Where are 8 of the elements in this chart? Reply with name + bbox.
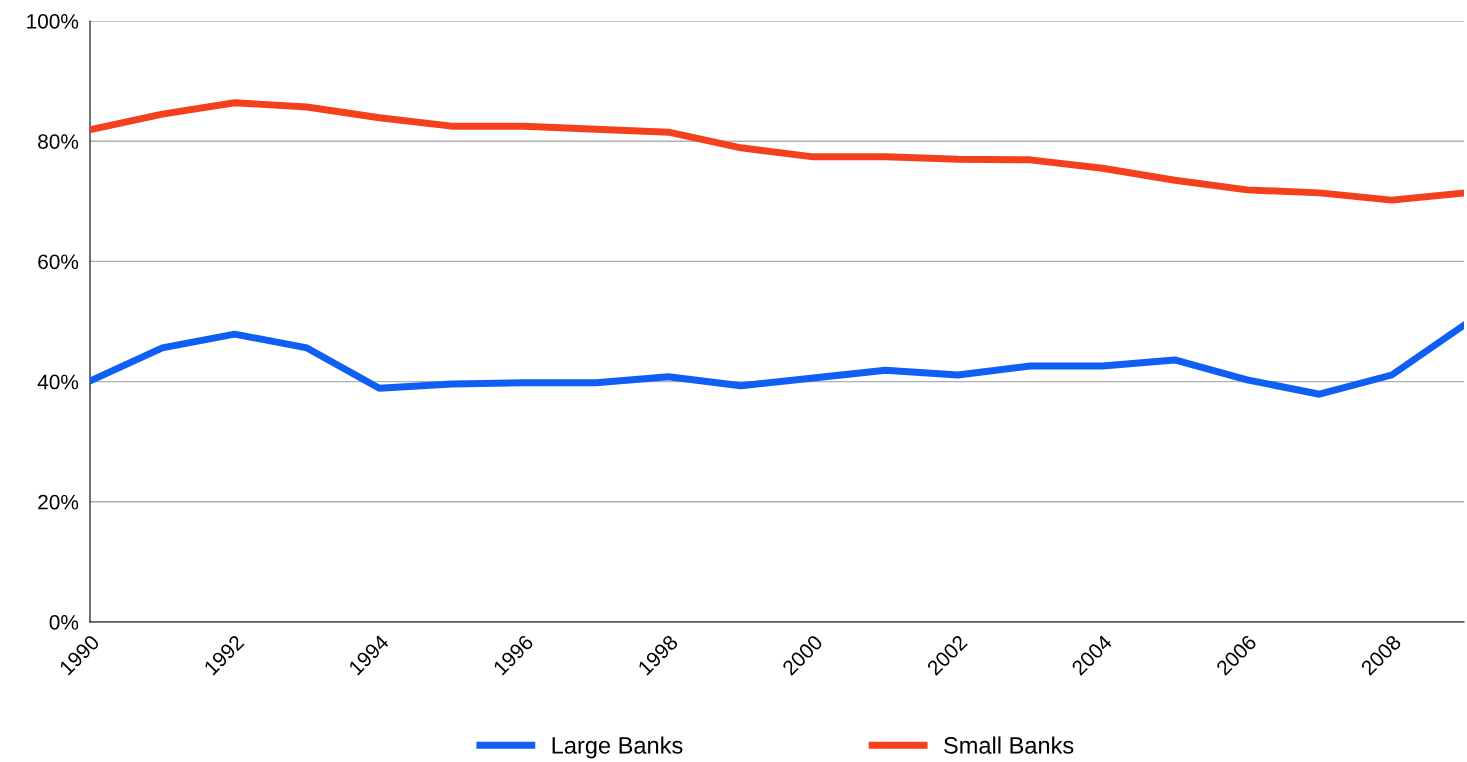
y-tick-label: 0% [49, 615, 79, 630]
legend-label: Large Banks [552, 736, 683, 759]
y-tick-label: 40% [37, 374, 79, 390]
y-tick-label: 20% [38, 494, 79, 510]
y-tick-label: 100% [27, 14, 79, 29]
y-tick-label: 80% [38, 134, 79, 149]
legend-label: Small Banks [944, 736, 1074, 754]
y-tick-label: 60% [38, 254, 79, 270]
